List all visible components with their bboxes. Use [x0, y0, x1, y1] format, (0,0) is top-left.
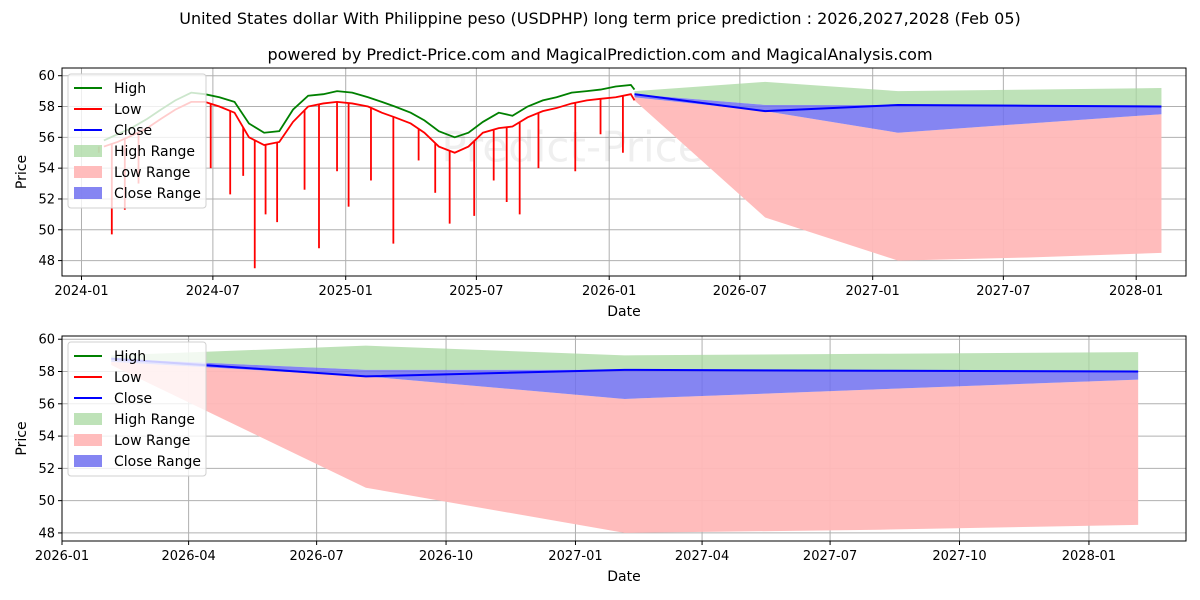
x-tick-label: 2028-01	[1062, 549, 1116, 564]
close-range-band	[111, 358, 1139, 399]
y-tick-label: 58	[38, 100, 55, 115]
x-tick-label: 2026-04	[161, 549, 215, 564]
y-tick-label: 60	[38, 333, 55, 348]
y-tick-label: 52	[38, 462, 55, 477]
bottom-panel: Predict-Price.com 48 50 52 54 56 58 60 2026-01 20…	[14, 333, 1187, 585]
legend-swatch-high-range	[74, 145, 102, 157]
axes-frame	[61, 67, 1187, 277]
legend-label-low-range: Low Range	[114, 165, 190, 181]
legend-box	[67, 341, 207, 477]
y-tick-label: 52	[38, 192, 55, 207]
close-line	[111, 357, 1139, 378]
y-tick-label: 54	[38, 162, 55, 177]
x-tick-label: 2026-01	[582, 284, 636, 299]
x-tick-label: 2027-04	[675, 549, 729, 564]
plot-area: Predict-Price.com	[111, 345, 1139, 533]
y-tick-label: 50	[38, 223, 55, 238]
legend-label-close-range: Close Range	[114, 454, 201, 470]
low-range-band	[634, 97, 1162, 261]
chart-subtitle: powered by Predict-Price.com and Magical…	[267, 45, 933, 64]
axes-frame	[61, 335, 1187, 542]
x-tick-label: 2027-01	[548, 549, 602, 564]
legend: High Low Close High Range Low Range Close Ran…	[67, 341, 207, 477]
y-tick-label: 54	[38, 430, 55, 445]
plot-area: Predict-Price.com	[97, 81, 1162, 269]
legend-swatch-low-range	[74, 434, 102, 446]
y-tick-label: 58	[38, 365, 55, 380]
x-tick-label: 2024-01	[54, 284, 108, 299]
legend-label-low: Low	[114, 370, 142, 386]
legend-label-high-range: High Range	[114, 144, 195, 160]
y-tick-label: 48	[38, 254, 55, 269]
y-tick-label: 56	[38, 131, 55, 146]
x-tick-label: 2027-10	[932, 549, 986, 564]
low-range-band	[111, 361, 1139, 533]
x-tick-label: 2028-01	[1109, 284, 1163, 299]
y-tick-label: 56	[38, 397, 55, 412]
y-axis-label: Price	[14, 421, 30, 455]
x-tick-label: 2025-01	[319, 284, 373, 299]
x-tick-label: 2026-01	[35, 549, 89, 564]
x-tick-label: 2027-07	[803, 549, 857, 564]
y-axis-label: Price	[14, 155, 30, 189]
close-range-band	[634, 94, 1162, 133]
legend-box	[67, 73, 207, 209]
x-tick-label: 2026-10	[419, 549, 473, 564]
x-axis-label: Date	[607, 569, 640, 585]
legend-label-low-range: Low Range	[114, 433, 190, 449]
high-range-band	[111, 345, 1139, 372]
legend-swatch-high-range	[74, 413, 102, 425]
legend-swatch-close-range	[74, 455, 102, 467]
x-tick-label: 2026-07	[713, 284, 767, 299]
legend-swatch-low-range	[74, 166, 102, 178]
legend-label-close-range: Close Range	[114, 186, 201, 202]
y-tick-label: 50	[38, 494, 55, 509]
y-tick-label: 60	[38, 69, 55, 84]
legend-label-high: High	[114, 81, 146, 97]
legend-swatch-close-range	[74, 187, 102, 199]
y-tick-label: 48	[38, 526, 55, 541]
legend-label-close: Close	[114, 123, 152, 139]
x-tick-label: 2027-07	[976, 284, 1030, 299]
high-range-band	[634, 81, 1162, 107]
x-axis-label: Date	[607, 304, 640, 320]
top-panel: Predict-Price.com 48 50 52 54 56 58 60 2024-01 20…	[14, 67, 1187, 320]
legend: High Low Close High Range Low Range Close Ran…	[67, 73, 207, 209]
close-line	[634, 93, 1162, 113]
legend-label-high-range: High Range	[114, 412, 195, 428]
legend-label-close: Close	[114, 391, 152, 407]
chart-title: United States dollar With Philippine pes…	[179, 9, 1021, 28]
legend-label-high: High	[114, 349, 146, 365]
legend-label-low: Low	[114, 102, 142, 118]
x-tick-label: 2025-07	[449, 284, 503, 299]
x-tick-label: 2027-01	[846, 284, 900, 299]
x-tick-label: 2024-07	[186, 284, 240, 299]
x-tick-label: 2026-07	[289, 549, 343, 564]
